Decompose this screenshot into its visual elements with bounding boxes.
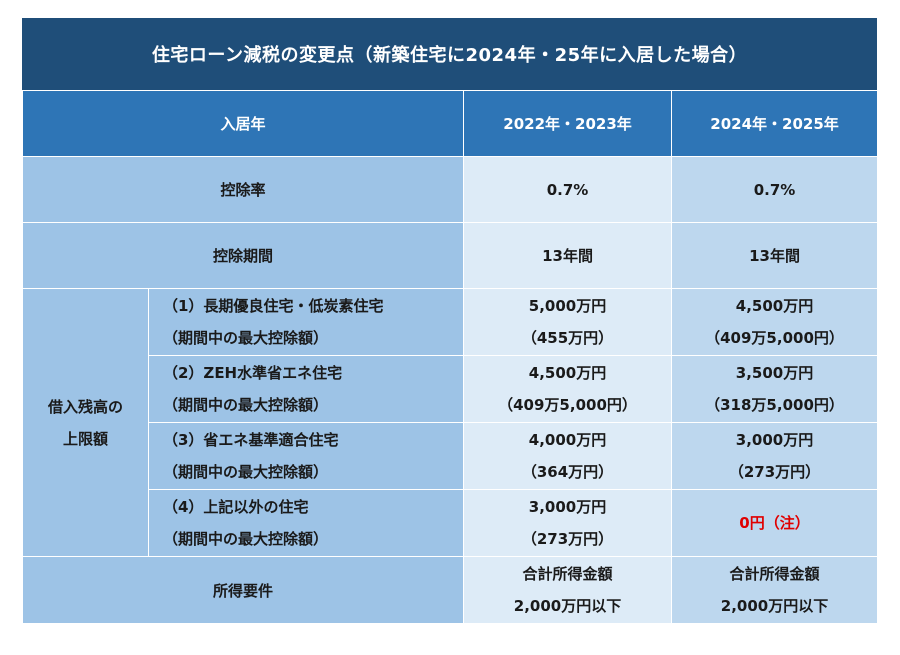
limit-label-line2: 上限額 <box>62 429 108 448</box>
rate-col1: 0.7% <box>463 156 673 223</box>
period-row: 控除期間 13年間 13年間 <box>21 222 879 289</box>
period-col2: 13年間 <box>671 222 879 289</box>
sub-label-3-line2: （期間中の最大控除額） <box>163 463 329 481</box>
income-col1-line1: 合計所得金額 <box>522 565 613 583</box>
sub-1-col1-max: （455万円） <box>521 329 614 347</box>
sub-4-col1-amount: 3,000万円 <box>528 498 607 516</box>
sub-label-2-line2: （期間中の最大控除額） <box>163 396 329 414</box>
sub-label-2: （2）ZEH水準省エネ住宅 （期間中の最大控除額） <box>147 355 465 423</box>
sub-3-col1: 4,000万円 （364万円） <box>463 422 673 490</box>
sub-3-col1-max: （364万円） <box>521 463 614 481</box>
limit-row-1: 借入残高の 上限額 （1）長期優良住宅・低炭素住宅 （期間中の最大控除額） 5,… <box>22 288 879 557</box>
sub-label-4-line1: （4）上記以外の住宅 <box>163 498 309 516</box>
income-col2-line2: 2,000万円以下 <box>720 597 829 615</box>
sub-2-col2: 3,500万円 （318万5,000円） <box>671 355 879 423</box>
comparison-table: 入居年 2022年・2023年 2024年・2025年 控除率 0.7% 0.7… <box>21 90 879 624</box>
period-label: 控除期間 <box>21 222 465 289</box>
limit-label: 借入残高の 上限額 <box>22 288 149 557</box>
limit-row-2: （2）ZEH水準省エネ住宅 （期間中の最大控除額） 4,500万円 （409万5… <box>23 355 879 423</box>
limit-label-line1: 借入残高の <box>47 397 123 416</box>
sub-3-col2: 3,000万円 （273万円） <box>671 422 879 490</box>
sub-label-3-line1: （3）省エネ基準適合住宅 <box>163 431 339 449</box>
sub-2-col2-max: （318万5,000円） <box>705 396 844 414</box>
income-col2-line1: 合計所得金額 <box>729 565 820 583</box>
sub-1-col2-max: （409万5,000円） <box>705 329 844 347</box>
tax-table-container: 住宅ローン減税の変更点（新築住宅に2024年・25年に入居した場合） 入居年 2… <box>21 18 879 624</box>
sub-label-2-line1: （2）ZEH水準省エネ住宅 <box>163 364 343 382</box>
sub-2-col1: 4,500万円 （409万5,000円） <box>463 355 673 423</box>
sub-4-col1-max: （273万円） <box>521 530 614 548</box>
sub-1-col2: 4,500万円 （409万5,000円） <box>671 288 879 356</box>
header-col2: 2024年・2025年 <box>671 90 879 157</box>
sub-2-col1-amount: 4,500万円 <box>528 364 607 382</box>
sub-3-col1-amount: 4,000万円 <box>528 431 607 449</box>
sub-3-col2-max: （273万円） <box>728 463 821 481</box>
sub-3-col2-amount: 3,000万円 <box>735 431 814 449</box>
rate-col2: 0.7% <box>671 156 879 223</box>
sub-4-col2-zero-note: 0円（注） <box>671 489 879 557</box>
rate-row: 控除率 0.7% 0.7% <box>21 156 879 223</box>
income-col2: 合計所得金額 2,000万円以下 <box>671 556 879 624</box>
sub-4-col1: 3,000万円 （273万円） <box>463 489 673 557</box>
sub-1-col1: 5,000万円 （455万円） <box>463 288 673 356</box>
sub-2-col1-max: （409万5,000円） <box>498 396 637 414</box>
sub-label-1: （1）長期優良住宅・低炭素住宅 （期間中の最大控除額） <box>147 288 465 356</box>
limit-row-4: （4）上記以外の住宅 （期間中の最大控除額） 3,000万円 （273万円） 0… <box>23 489 879 557</box>
income-col1-line2: 2,000万円以下 <box>513 597 622 615</box>
sub-1-col1-amount: 5,000万円 <box>528 297 607 315</box>
table-title: 住宅ローン減税の変更点（新築住宅に2024年・25年に入居した場合） <box>22 18 877 90</box>
income-row: 所得要件 合計所得金額 2,000万円以下 合計所得金額 2,000万円以下 <box>21 556 879 624</box>
period-col1: 13年間 <box>463 222 673 289</box>
sub-label-1-line1: （1）長期優良住宅・低炭素住宅 <box>163 297 384 315</box>
income-col1: 合計所得金額 2,000万円以下 <box>463 556 673 624</box>
sub-1-col2-amount: 4,500万円 <box>735 297 814 315</box>
header-label: 入居年 <box>21 90 465 157</box>
income-label: 所得要件 <box>21 556 465 624</box>
sub-label-1-line2: （期間中の最大控除額） <box>163 329 329 347</box>
sub-label-4: （4）上記以外の住宅 （期間中の最大控除額） <box>147 489 465 557</box>
header-row: 入居年 2022年・2023年 2024年・2025年 <box>21 90 879 157</box>
header-col1: 2022年・2023年 <box>463 90 673 157</box>
limit-row-3: （3）省エネ基準適合住宅 （期間中の最大控除額） 4,000万円 （364万円）… <box>23 422 879 490</box>
rate-label: 控除率 <box>21 156 465 223</box>
sub-2-col2-amount: 3,500万円 <box>735 364 814 382</box>
sub-label-3: （3）省エネ基準適合住宅 （期間中の最大控除額） <box>147 422 465 490</box>
sub-label-4-line2: （期間中の最大控除額） <box>163 530 329 548</box>
